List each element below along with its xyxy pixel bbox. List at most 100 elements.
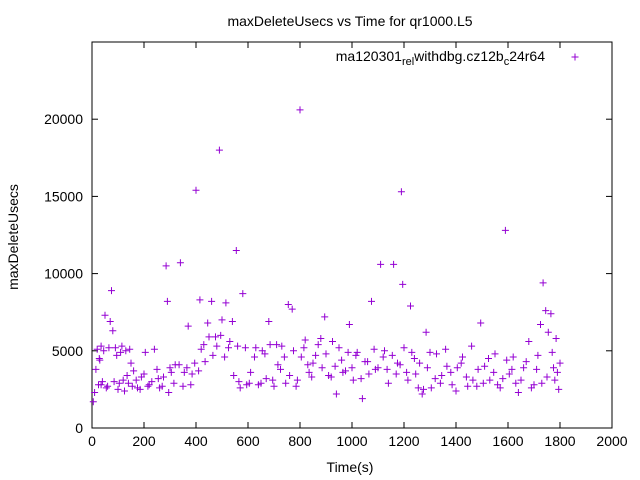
data-point [348,364,356,372]
data-point [436,379,444,387]
y-tick-label: 20000 [44,111,83,127]
y-tick-label: 10000 [44,266,83,282]
data-point [448,381,456,389]
data-point [197,345,205,353]
data-point [392,370,400,378]
data-point [388,351,396,359]
y-axis-label: maxDeleteUsecs [5,184,21,290]
data-point [335,344,343,352]
data-point [383,365,391,373]
x-tick-label: 600 [236,433,260,449]
data-point [132,376,140,384]
data-point [241,344,249,352]
data-point [522,358,530,366]
data-point [106,317,114,325]
data-point [150,345,158,353]
data-point [286,372,294,380]
data-point [208,297,216,305]
data-point [293,376,301,384]
data-point [117,348,125,356]
data-point [400,344,408,352]
data-point [486,376,494,384]
data-point [312,351,320,359]
legend-label: ma120301relwithdbg.cz12bc24r64 [336,48,545,68]
data-point [183,364,191,372]
data-point [297,353,305,361]
x-tick-label: 0 [88,433,96,449]
data-point [175,361,183,369]
data-point [184,322,192,330]
data-point [338,356,346,364]
data-point [349,376,357,384]
legend-marker-symbol [571,53,579,61]
data-point [416,359,424,367]
data-point [273,341,281,349]
data-point [300,344,308,352]
data-point [384,379,392,387]
x-tick-label: 400 [184,433,208,449]
data-point [344,348,352,356]
data-point [477,319,485,327]
data-point [91,388,99,396]
data-point [539,279,547,287]
data-point [322,350,330,358]
data-point [494,381,502,389]
data-point [447,368,455,376]
data-point [165,388,173,396]
data-point [414,384,422,392]
data-point [491,350,499,358]
data-point [555,385,563,393]
data-point [222,299,230,307]
data-point [236,384,244,392]
data-point [292,382,300,390]
legend-label-part: withdbg.cz12b [413,48,504,64]
data-point [418,390,426,398]
data-point [318,364,326,372]
data-point [154,375,162,383]
data-point [119,376,127,384]
data-point [368,297,375,305]
data-point [290,347,297,355]
data-point [464,382,472,390]
data-point [89,398,97,406]
data-point [92,365,100,373]
legend-label-part: 24r64 [509,48,545,64]
data-point [93,345,101,353]
data-point [245,379,253,387]
data-point [282,379,290,387]
data-point [479,379,487,387]
data-point [473,382,481,390]
data-point [548,348,556,356]
data-point [126,345,134,353]
data-point [192,186,200,194]
data-point [258,347,266,355]
data-point [452,387,460,395]
legend-label-subscript: rel [402,56,414,68]
data-point [205,333,213,341]
legend-label-part: ma120301 [336,48,402,64]
data-point [304,361,312,369]
data-point [485,355,492,363]
data-point [144,382,152,390]
data-point [534,351,542,359]
data-point [266,341,274,349]
data-point [431,375,439,383]
data-point [218,316,226,324]
data-point [538,379,546,387]
data-point [179,382,187,390]
data-point [474,365,482,373]
data-point [167,368,175,376]
data-point [407,302,414,310]
data-point [200,341,208,349]
data-point [278,342,286,350]
data-point [426,348,434,356]
data-point [397,188,405,196]
data-point [136,385,144,393]
data-point [108,287,115,295]
data-point [379,353,387,361]
plot-area: 0 200 400 600 800 1000 1200 1400 1600 1800 2000050… [44,41,628,449]
data-point [122,347,130,355]
data-point [332,390,340,398]
x-tick-label: 800 [288,433,312,449]
